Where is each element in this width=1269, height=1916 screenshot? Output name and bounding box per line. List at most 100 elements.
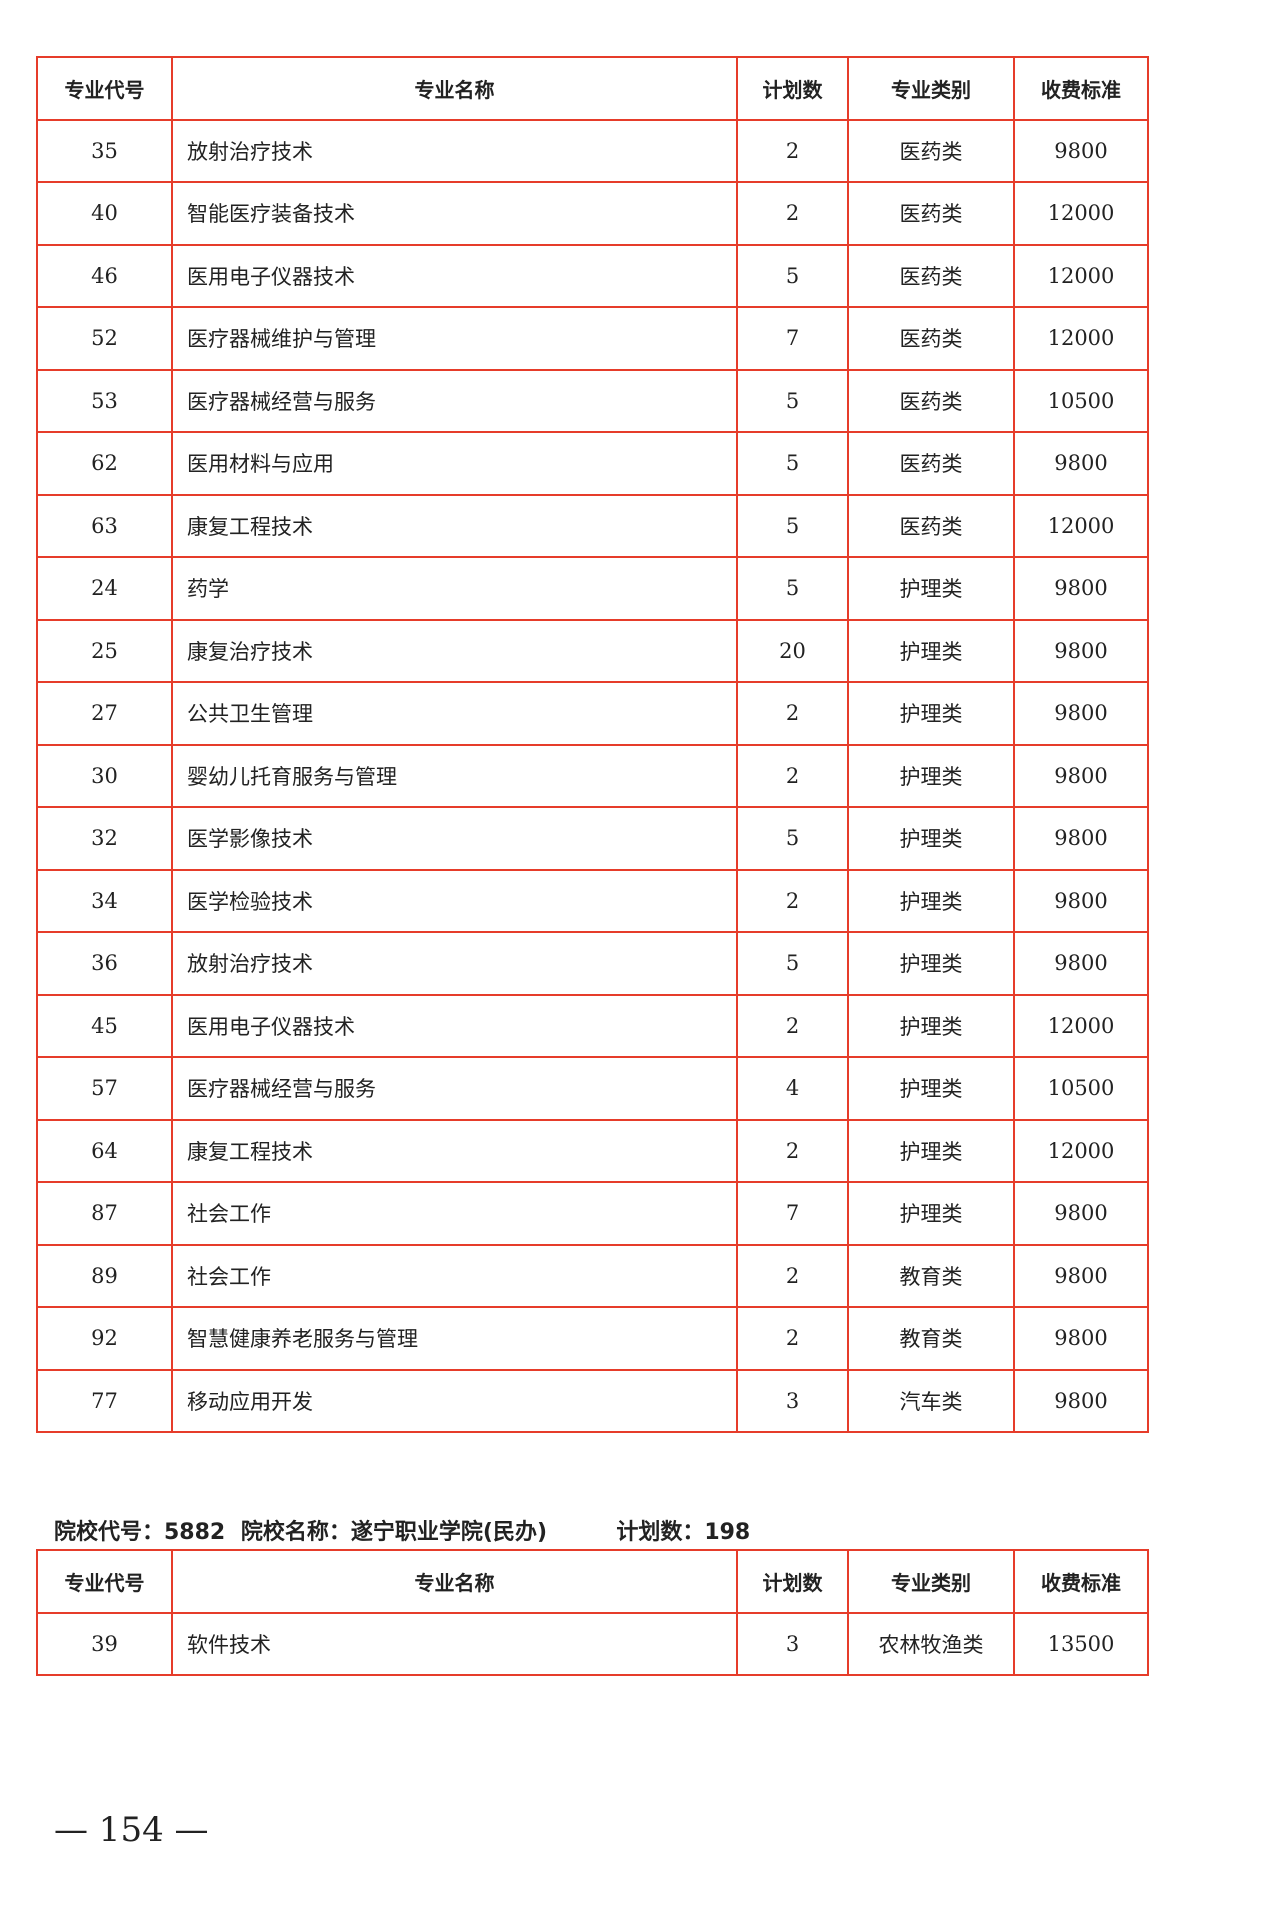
table-row: 53 医疗器械经营与服务 5 医药类 10500 (36, 368, 1149, 433)
table-row: 57 医疗器械经营与服务 4 护理类 10500 (36, 1056, 1149, 1121)
major-name-cell: 公共卫生管理 (171, 681, 738, 746)
header-major-code: 专业代号 (36, 1549, 173, 1614)
major-category-cell: 护理类 (847, 618, 1015, 683)
plan-count-cell: 5 (736, 556, 849, 621)
table-row: 34 医学检验技术 2 护理类 9800 (36, 868, 1149, 933)
table-row: 64 康复工程技术 2 护理类 12000 (36, 1118, 1149, 1183)
plan-count-cell: 2 (736, 1118, 849, 1183)
header-major-code: 专业代号 (36, 56, 173, 121)
plan-count-cell: 4 (736, 1056, 849, 1121)
major-name-cell: 康复工程技术 (171, 493, 738, 558)
table-row: 45 医用电子仪器技术 2 护理类 12000 (36, 993, 1149, 1058)
major-category-cell: 农林牧渔类 (847, 1611, 1015, 1676)
major-category-cell: 医药类 (847, 181, 1015, 246)
header-fee: 收费标准 (1013, 1549, 1149, 1614)
major-code-cell: 40 (36, 181, 173, 246)
major-category-cell: 护理类 (847, 1056, 1015, 1121)
major-code-cell: 30 (36, 743, 173, 808)
header-plan-count: 计划数 (736, 56, 849, 121)
fee-cell: 9800 (1013, 743, 1149, 808)
fee-cell: 9800 (1013, 806, 1149, 871)
plan-count-cell: 5 (736, 431, 849, 496)
major-category-cell: 医药类 (847, 118, 1015, 183)
fee-cell: 12000 (1013, 243, 1149, 308)
major-code-cell: 52 (36, 306, 173, 371)
table-row: 77 移动应用开发 3 汽车类 9800 (36, 1368, 1149, 1433)
fee-cell: 13500 (1013, 1611, 1149, 1676)
fee-cell: 9800 (1013, 1306, 1149, 1371)
fee-cell: 9800 (1013, 931, 1149, 996)
header-major-category: 专业类别 (847, 56, 1015, 121)
school-info: 院校代号：5882 院校名称：遂宁职业学院(民办) 计划数：198 (54, 1514, 758, 1546)
major-code-cell: 57 (36, 1056, 173, 1121)
page-number: — 154 — (54, 1810, 209, 1850)
major-name-cell: 移动应用开发 (171, 1368, 738, 1433)
plan-count-cell: 20 (736, 618, 849, 683)
plan-count-cell: 2 (736, 743, 849, 808)
table-row: 30 婴幼儿托育服务与管理 2 护理类 9800 (36, 743, 1149, 808)
school-plan: 计划数：198 (616, 1520, 751, 1545)
major-name-cell: 医学检验技术 (171, 868, 738, 933)
table-row: 62 医用材料与应用 5 医药类 9800 (36, 431, 1149, 496)
plan-count-cell: 2 (736, 1306, 849, 1371)
table-row: 89 社会工作 2 教育类 9800 (36, 1243, 1149, 1308)
plan-count-cell: 7 (736, 1181, 849, 1246)
major-category-cell: 护理类 (847, 931, 1015, 996)
fee-cell: 9800 (1013, 1181, 1149, 1246)
plan-count-cell: 7 (736, 306, 849, 371)
major-code-cell: 39 (36, 1611, 173, 1676)
major-name-cell: 医用电子仪器技术 (171, 993, 738, 1058)
plan-count-cell: 2 (736, 118, 849, 183)
major-name-cell: 医疗器械经营与服务 (171, 368, 738, 433)
major-name-cell: 社会工作 (171, 1243, 738, 1308)
major-code-cell: 63 (36, 493, 173, 558)
major-name-cell: 康复治疗技术 (171, 618, 738, 683)
fee-cell: 10500 (1013, 1056, 1149, 1121)
major-code-cell: 45 (36, 993, 173, 1058)
major-code-cell: 25 (36, 618, 173, 683)
major-category-cell: 医药类 (847, 368, 1015, 433)
major-code-cell: 27 (36, 681, 173, 746)
table-header: 专业代号 专业名称 计划数 专业类别 收费标准 (36, 1549, 1149, 1614)
major-code-cell: 64 (36, 1118, 173, 1183)
major-category-cell: 医药类 (847, 431, 1015, 496)
major-code-cell: 53 (36, 368, 173, 433)
admissions-table: 专业代号 专业名称 计划数 专业类别 收费标准 35 放射治疗技术 2 医药类 9800 40 智能… (36, 56, 1149, 1433)
fee-cell: 9800 (1013, 1243, 1149, 1308)
major-code-cell: 92 (36, 1306, 173, 1371)
plan-count-cell: 3 (736, 1368, 849, 1433)
plan-count-cell: 5 (736, 243, 849, 308)
major-category-cell: 护理类 (847, 868, 1015, 933)
fee-cell: 12000 (1013, 181, 1149, 246)
major-code-cell: 35 (36, 118, 173, 183)
major-category-cell: 医药类 (847, 306, 1015, 371)
header-fee: 收费标准 (1013, 56, 1149, 121)
plan-count-cell: 5 (736, 368, 849, 433)
table-row: 40 智能医疗装备技术 2 医药类 12000 (36, 181, 1149, 246)
major-name-cell: 社会工作 (171, 1181, 738, 1246)
major-name-cell: 放射治疗技术 (171, 931, 738, 996)
major-category-cell: 护理类 (847, 681, 1015, 746)
major-name-cell: 医用电子仪器技术 (171, 243, 738, 308)
major-code-cell: 32 (36, 806, 173, 871)
major-category-cell: 教育类 (847, 1243, 1015, 1308)
table-row: 32 医学影像技术 5 护理类 9800 (36, 806, 1149, 871)
major-name-cell: 医用材料与应用 (171, 431, 738, 496)
plan-count-cell: 5 (736, 806, 849, 871)
major-name-cell: 智能医疗装备技术 (171, 181, 738, 246)
major-code-cell: 89 (36, 1243, 173, 1308)
table-row: 87 社会工作 7 护理类 9800 (36, 1181, 1149, 1246)
major-code-cell: 36 (36, 931, 173, 996)
fee-cell: 9800 (1013, 556, 1149, 621)
table-header: 专业代号 专业名称 计划数 专业类别 收费标准 (36, 56, 1149, 121)
fee-cell: 10500 (1013, 368, 1149, 433)
plan-count-cell: 2 (736, 868, 849, 933)
fee-cell: 9800 (1013, 868, 1149, 933)
major-name-cell: 放射治疗技术 (171, 118, 738, 183)
fee-cell: 9800 (1013, 618, 1149, 683)
table-row: 24 药学 5 护理类 9800 (36, 556, 1149, 621)
major-code-cell: 34 (36, 868, 173, 933)
major-category-cell: 护理类 (847, 556, 1015, 621)
major-name-cell: 智慧健康养老服务与管理 (171, 1306, 738, 1371)
table-row: 39 软件技术 3 农林牧渔类 13500 (36, 1611, 1149, 1676)
